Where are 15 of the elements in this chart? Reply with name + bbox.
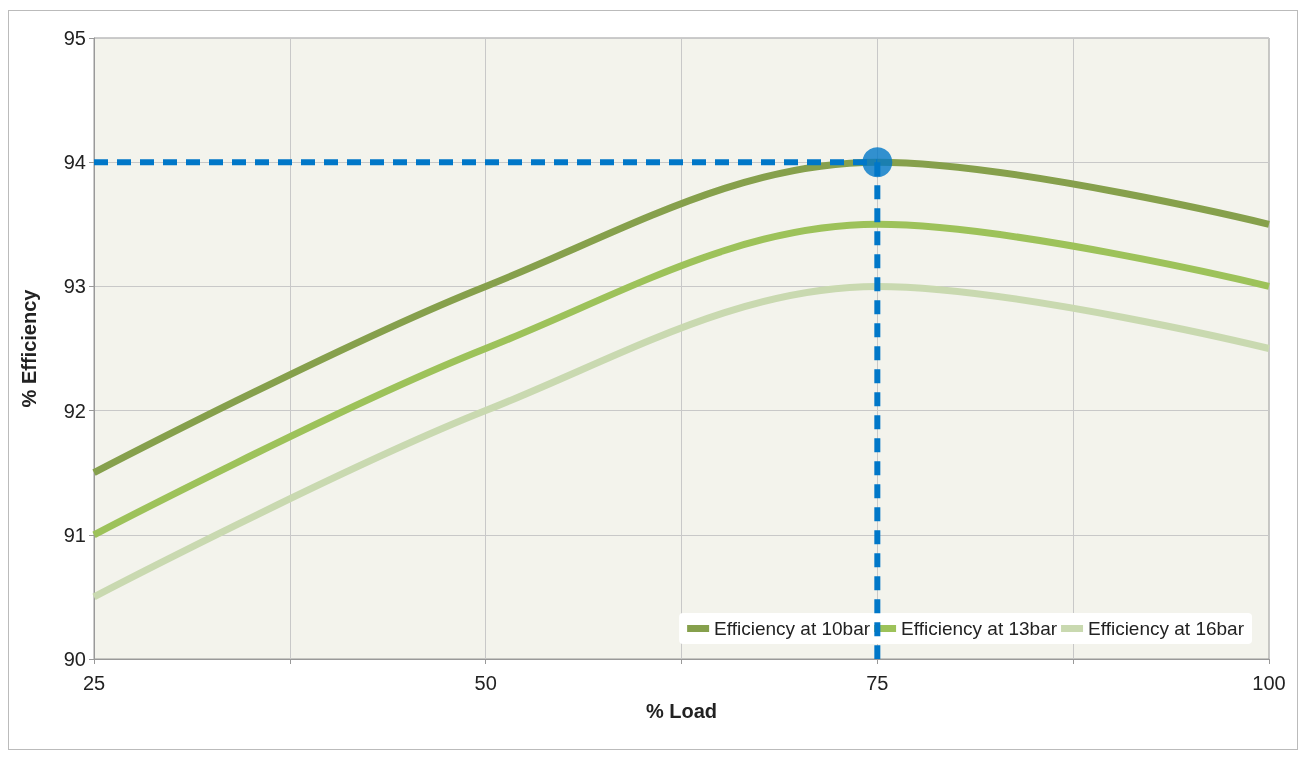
legend-label: Efficiency at 13bar: [901, 618, 1058, 639]
x-axis-title: % Load: [645, 700, 718, 722]
legend-label: Efficiency at 10bar: [714, 618, 871, 639]
x-tick-label: 100: [1252, 672, 1286, 694]
y-tick-label: 93: [63, 275, 86, 298]
x-tick-label: 25: [82, 672, 106, 694]
x-tick-label: 75: [866, 672, 889, 694]
y-tick-label: 94: [63, 151, 86, 174]
x-tick-label: 50: [474, 672, 497, 694]
y-tick-label: 91: [63, 523, 86, 546]
y-tick-label: 90: [63, 648, 86, 670]
y-tick-label: 92: [63, 399, 86, 422]
legend-label: Efficiency at 16bar: [1088, 618, 1245, 639]
y-axis-title: % Efficiency: [18, 288, 40, 408]
y-tick-label: 95: [63, 27, 86, 49]
